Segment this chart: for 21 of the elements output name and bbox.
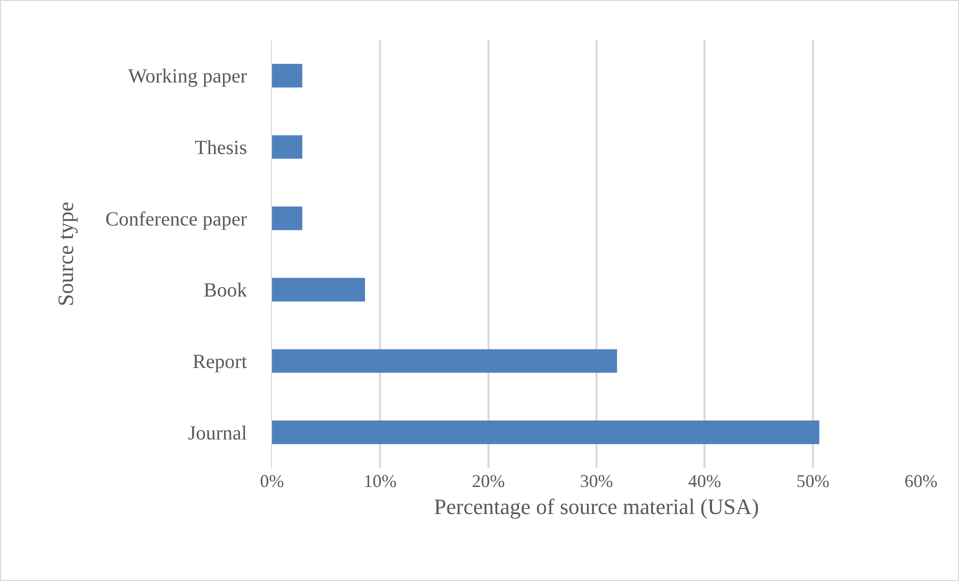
x-tick-label: 40% bbox=[688, 471, 722, 491]
x-tick-label: 20% bbox=[472, 471, 505, 491]
y-tick-label: Book bbox=[204, 280, 247, 302]
bar bbox=[272, 278, 366, 302]
bar bbox=[272, 349, 618, 373]
x-tick-label: 0% bbox=[260, 471, 284, 491]
bar bbox=[272, 420, 820, 444]
y-tick-label: Conference paper bbox=[105, 208, 248, 230]
y-axis-title: Source type bbox=[53, 202, 78, 306]
x-axis-title: Percentage of source material (USA) bbox=[434, 494, 759, 519]
y-tick-label: Working paper bbox=[128, 66, 248, 88]
x-tick-label: 30% bbox=[580, 471, 613, 491]
y-tick-label: Journal bbox=[188, 422, 248, 444]
x-tick-label: 10% bbox=[364, 471, 397, 491]
bar bbox=[272, 135, 302, 159]
x-tick-label: 60% bbox=[904, 471, 938, 491]
y-tick-label: Thesis bbox=[194, 137, 248, 159]
bar bbox=[272, 64, 302, 88]
bar bbox=[272, 206, 302, 230]
y-tick-label: Report bbox=[192, 351, 248, 373]
x-tick-label: 50% bbox=[796, 471, 830, 491]
